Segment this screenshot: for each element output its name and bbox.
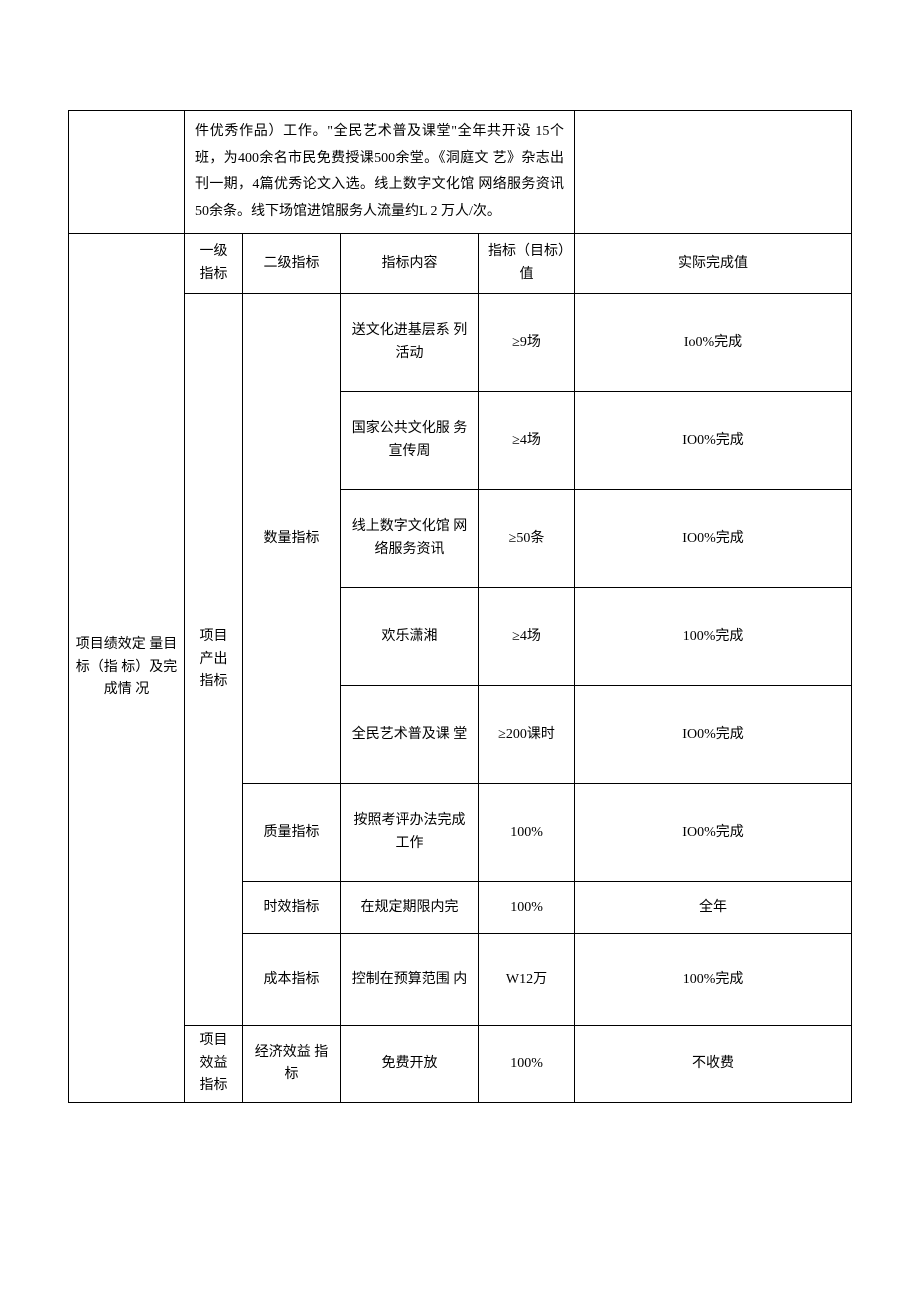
group-output: 项目 产出 指标 — [185, 294, 243, 1026]
cell-content: 欢乐潇湘 — [341, 588, 479, 686]
group-benefit: 项目 效益 指标 — [185, 1026, 243, 1102]
cell-content: 全民艺术普及课 堂 — [341, 686, 479, 784]
cell-target: 100% — [479, 882, 575, 934]
cell-actual: IO0%完成 — [575, 686, 852, 784]
top-right-empty — [575, 111, 852, 234]
cell-content: 按照考评办法完成工作 — [341, 784, 479, 882]
lv2-quality: 质量指标 — [243, 784, 341, 882]
cell-target: ≥200课时 — [479, 686, 575, 784]
cell-actual: IO0%完成 — [575, 392, 852, 490]
cell-target: ≥50条 — [479, 490, 575, 588]
cell-target: ≥4场 — [479, 588, 575, 686]
lv2-cost: 成本指标 — [243, 934, 341, 1026]
cell-content: 国家公共文化服 务宣传周 — [341, 392, 479, 490]
cell-actual: 全年 — [575, 882, 852, 934]
cell-content: 线上数字文化馆 网络服务资讯 — [341, 490, 479, 588]
header-actual: 实际完成值 — [575, 234, 852, 294]
header-target: 指标（目标）值 — [479, 234, 575, 294]
lv2-qty: 数量指标 — [243, 294, 341, 784]
cell-actual: IO0%完成 — [575, 490, 852, 588]
cell-actual: 100%完成 — [575, 934, 852, 1026]
top-description: 件优秀作品）工作。"全民艺术普及课堂"全年共开设 15个班，为400余名市民免费… — [185, 111, 575, 234]
cell-target: ≥4场 — [479, 392, 575, 490]
lv2-econ: 经济效益 指标 — [243, 1026, 341, 1102]
cell-content: 免费开放 — [341, 1026, 479, 1102]
header-content: 指标内容 — [341, 234, 479, 294]
side-label: 项目绩效定 量目标（指 标）及完成情 况 — [69, 234, 185, 1102]
cell-actual: 不收费 — [575, 1026, 852, 1102]
cell-content: 控制在预算范围 内 — [341, 934, 479, 1026]
cell-actual: 100%完成 — [575, 588, 852, 686]
top-left-empty — [69, 111, 185, 234]
lv2-time: 时效指标 — [243, 882, 341, 934]
cell-actual: Io0%完成 — [575, 294, 852, 392]
cell-content: 送文化进基层系 列活动 — [341, 294, 479, 392]
performance-table: 件优秀作品）工作。"全民艺术普及课堂"全年共开设 15个班，为400余名市民免费… — [68, 110, 852, 1103]
header-lv2: 二级指标 — [243, 234, 341, 294]
cell-target: 100% — [479, 784, 575, 882]
cell-actual: IO0%完成 — [575, 784, 852, 882]
cell-content: 在规定期限内完 — [341, 882, 479, 934]
cell-target: 100% — [479, 1026, 575, 1102]
cell-target: ≥9场 — [479, 294, 575, 392]
header-lv1: 一级 指标 — [185, 234, 243, 294]
cell-target: W12万 — [479, 934, 575, 1026]
